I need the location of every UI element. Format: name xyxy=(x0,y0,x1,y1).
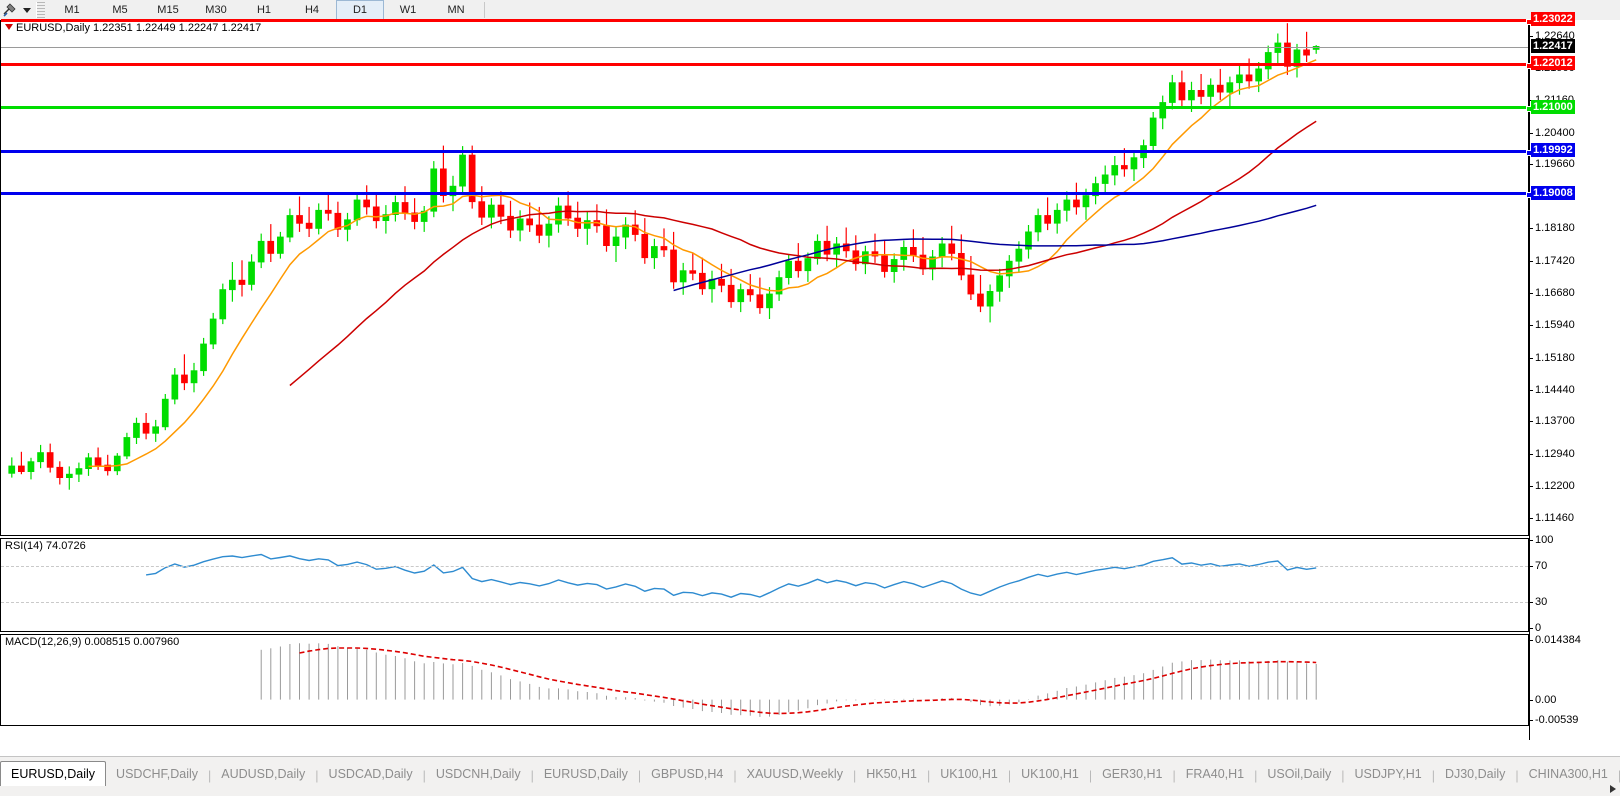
tab-usoil-daily[interactable]: USOil,Daily xyxy=(1267,767,1332,781)
tab-separator: | xyxy=(637,769,642,783)
price-badge: 1.21000 xyxy=(1531,99,1575,114)
rsi-tick: 30 xyxy=(1528,595,1548,608)
tab-separator: | xyxy=(1617,769,1620,783)
timeframe-h1[interactable]: H1 xyxy=(256,4,272,16)
tab-usdjpy-h1[interactable]: USDJPY,H1 xyxy=(1354,767,1422,781)
level-support-lower[interactable] xyxy=(1,192,1532,199)
level-pivot[interactable] xyxy=(1,106,1532,113)
tab-separator: | xyxy=(1172,769,1176,783)
tab-xauusd-weekly[interactable]: XAUUSD,Weekly xyxy=(746,767,843,781)
price-badge: 1.22012 xyxy=(1531,56,1575,71)
price-tick: 1.19660 xyxy=(1529,158,1575,171)
tab-uk100-h1[interactable]: UK100,H1 xyxy=(1021,767,1079,781)
level-support-upper[interactable] xyxy=(1,149,1532,156)
price-badge: 1.19992 xyxy=(1531,143,1575,158)
toolbar-grip[interactable] xyxy=(36,2,45,18)
tab-separator: | xyxy=(1431,769,1435,783)
tab-separator: | xyxy=(733,769,737,783)
price-tick: 1.12200 xyxy=(1529,480,1575,493)
tab-separator: | xyxy=(852,769,857,783)
price-tick: 1.16680 xyxy=(1529,286,1575,299)
tab-separator: | xyxy=(1341,769,1345,783)
price-badge: 1.22417 xyxy=(1531,38,1575,53)
tab-eurusd-daily[interactable]: EURUSD,Daily xyxy=(0,761,107,786)
level-resistance-lower[interactable] xyxy=(1,62,1532,69)
rsi-level-70 xyxy=(1,566,1528,568)
chart-area[interactable]: EURUSD,Daily 1.22351 1.22449 1.22247 1.2… xyxy=(0,12,1620,772)
rsi-level-30 xyxy=(1,601,1528,603)
triangle-down-icon xyxy=(5,24,13,30)
top-toolbar: M1 M5 M15 M30 H1 H4 D1 W1 MN xyxy=(0,0,1620,21)
level-current-price[interactable] xyxy=(1,46,1528,48)
axis-line xyxy=(1529,20,1530,740)
rsi-tick: 100 xyxy=(1528,534,1554,546)
tab-separator: | xyxy=(208,769,212,783)
rsi-pane-label: RSI(14) 74.0726 xyxy=(5,540,86,552)
tab-separator: | xyxy=(1254,769,1258,783)
tab-ger30-h1[interactable]: GER30,H1 xyxy=(1102,767,1163,781)
price-pane-label: EURUSD,Daily 1.22351 1.22449 1.22247 1.2… xyxy=(5,22,261,34)
macd-canvas xyxy=(260,643,1317,717)
timeframe-d1[interactable]: D1 xyxy=(336,0,384,20)
tab-gbpusd-h4[interactable]: GBPUSD,H4 xyxy=(651,767,724,781)
tab-separator: | xyxy=(315,769,319,783)
crosshair-cursor-icon[interactable] xyxy=(0,1,20,19)
tab-hk50-h1[interactable]: HK50,H1 xyxy=(866,767,917,781)
tab-separator: | xyxy=(1515,769,1519,783)
timeframe-m1[interactable]: M1 xyxy=(64,4,80,16)
tab-separator: | xyxy=(530,769,534,783)
tab-china300-h1[interactable]: CHINA300,H1 xyxy=(1528,767,1608,781)
toolbar-separator xyxy=(484,2,485,18)
price-tick: 1.17420 xyxy=(1529,255,1575,268)
price-tick: 1.18180 xyxy=(1529,222,1575,235)
tab-dj30-daily[interactable]: DJ30,Daily xyxy=(1444,767,1506,781)
tab-separator: | xyxy=(1007,769,1012,783)
price-tick: 1.11460 xyxy=(1529,512,1574,525)
timeframe-m15[interactable]: M15 xyxy=(157,4,179,16)
tab-separator: | xyxy=(926,769,931,783)
timeframe-w1[interactable]: W1 xyxy=(399,4,417,16)
rsi-tick: 0 xyxy=(1528,622,1542,634)
price-tick: 1.15180 xyxy=(1529,351,1575,364)
rsi-pane[interactable]: RSI(14) 74.0726 xyxy=(0,538,1529,632)
chart-tabbar[interactable]: EURUSD,Daily USDCHF,Daily | AUDUSD,Daily | US… xyxy=(0,756,1620,796)
timeframe-m30[interactable]: M30 xyxy=(205,4,227,16)
price-tick: 1.12940 xyxy=(1529,448,1575,461)
tab-usdcnh-daily[interactable]: USDCNH,Daily xyxy=(435,767,521,781)
tab-eurusd-daily[interactable]: EURUSD,Daily xyxy=(543,767,628,781)
macd-tick: 0.00 xyxy=(1528,694,1557,706)
price-canvas xyxy=(8,23,1320,490)
price-tick: 1.15940 xyxy=(1529,318,1575,331)
price-tick: 1.13700 xyxy=(1529,415,1575,428)
tab-uk100-h1[interactable]: UK100,H1 xyxy=(940,767,998,781)
rsi-canvas xyxy=(145,553,1317,598)
tab-separator: | xyxy=(422,769,426,783)
chevron-down-icon[interactable] xyxy=(20,1,34,19)
tab-fra40-h1[interactable]: FRA40,H1 xyxy=(1185,767,1245,781)
tab-list: EURUSD,Daily USDCHF,Daily | AUDUSD,Daily | US… xyxy=(0,757,1620,786)
timeframe-h4[interactable]: H4 xyxy=(304,4,320,16)
tab-scroll-right-icon[interactable] xyxy=(1608,780,1618,793)
tab-usdcad-daily[interactable]: USDCAD,Daily xyxy=(328,767,413,781)
rsi-tick: 70 xyxy=(1528,560,1548,573)
macd-tick: 0.014384 xyxy=(1529,634,1581,646)
macd-pane[interactable]: MACD(12,26,9) 0.008515 0.007960 xyxy=(0,634,1529,726)
timeframe-m5[interactable]: M5 xyxy=(112,4,128,16)
macd-tick: -0.00539 xyxy=(1528,714,1579,726)
timeframe-group: M1 M5 M15 M30 H1 H4 D1 W1 MN xyxy=(48,0,489,20)
price-tick: 1.14440 xyxy=(1529,383,1575,396)
tab-separator: | xyxy=(1088,769,1093,783)
tab-usdchf-daily[interactable]: USDCHF,Daily xyxy=(116,767,198,781)
macd-pane-label: MACD(12,26,9) 0.008515 0.007960 xyxy=(5,636,180,648)
price-tick: 1.20400 xyxy=(1529,126,1575,139)
timeframe-mn[interactable]: MN xyxy=(447,4,465,16)
tab-audusd-daily[interactable]: AUDUSD,Daily xyxy=(221,767,306,781)
price-badge: 1.19008 xyxy=(1531,185,1575,200)
price-pane[interactable]: EURUSD,Daily 1.22351 1.22449 1.22247 1.2… xyxy=(0,18,1532,536)
price-scale[interactable]: 1.226401.219001.211601.204001.196601.189… xyxy=(1528,12,1620,740)
price-badge: 1.23022 xyxy=(1531,12,1575,27)
